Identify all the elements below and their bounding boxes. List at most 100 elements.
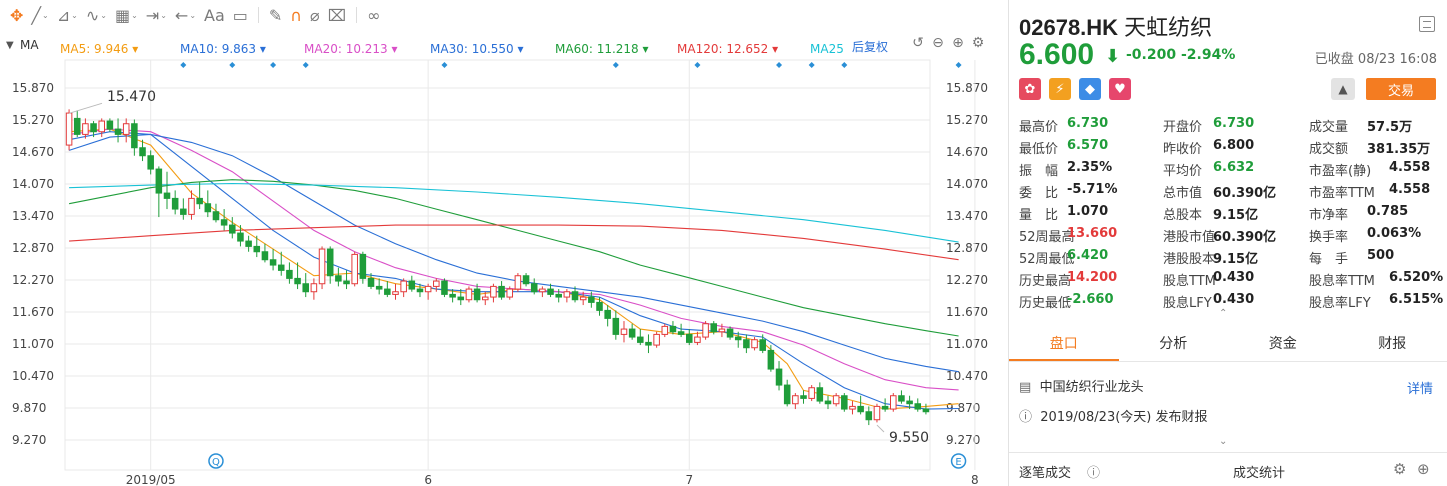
arrow-tool-icon: ← (174, 5, 189, 25)
stat-label: 最高价 (1019, 120, 1059, 135)
stat-label: 历史最低 (1019, 296, 1072, 311)
trade-button[interactable]: 交易 (1366, 78, 1436, 100)
expand-info-icon[interactable]: ⌄ (1219, 436, 1228, 447)
ma-item-ma25[interactable]: MA25 (810, 42, 844, 56)
ma-item-ma30[interactable]: MA30: 10.550 ▾ (430, 42, 524, 56)
adjust-mode-toggle[interactable]: 后复权 (852, 40, 889, 54)
tab-capital[interactable]: 资金 (1268, 336, 1297, 352)
fib-tool-icon: ▦ (114, 5, 131, 25)
ma-item-ma5[interactable]: MA5: 9.946 ▾ (60, 42, 139, 56)
candle-body (106, 120, 114, 130)
candle-body (702, 323, 709, 338)
stat-label: 振 幅 (1019, 164, 1059, 179)
pencil-icon: ✎ (268, 5, 283, 25)
lightning-icon[interactable]: ⚡ (1049, 78, 1071, 100)
tab-orderbook[interactable]: 盘口 (1009, 328, 1119, 361)
signal-marker (302, 62, 309, 68)
line-tool-button[interactable]: ╱ ⌄ (27, 0, 52, 30)
candle-body (539, 288, 546, 293)
dropdown-caret-icon: ⌄ (42, 10, 49, 20)
stat-value: 6.515% (1389, 292, 1444, 307)
candle-body (65, 112, 73, 146)
candle-body (898, 395, 905, 402)
candle-body (375, 285, 383, 290)
x-tick-label: 2019/05 (126, 473, 176, 486)
trash-button[interactable]: ⌧ (324, 0, 350, 30)
ma-item-ma60[interactable]: MA60: 11.218 ▾ (555, 42, 649, 56)
text-tool-button[interactable]: Aa (200, 0, 229, 30)
stat-label: 总市值 (1163, 186, 1203, 201)
tag-icon[interactable]: ◆ (1079, 78, 1101, 100)
candle-body (498, 285, 505, 298)
zoom-out-icon[interactable]: ⊖ (932, 35, 944, 51)
crosshair-button[interactable]: ✥ (6, 0, 27, 30)
tick-trades-tab[interactable]: 逐笔成交 (1019, 466, 1072, 481)
stat-value: 6.520% (1389, 270, 1444, 285)
stat-label: 平均价 (1163, 164, 1203, 179)
arrow-tool-button[interactable]: ← ⌄ (171, 0, 200, 30)
x-tick-label: 6 (424, 473, 432, 486)
ma-item-ma120[interactable]: MA120: 12.652 ▾ (677, 42, 779, 56)
candle-body (865, 411, 873, 421)
channel-tool-icon: ⊿ (56, 5, 71, 25)
trade-stats-tab[interactable]: 成交统计 (1233, 466, 1286, 481)
candle-body (286, 269, 293, 279)
ma-collapse-icon[interactable]: ▼ (6, 40, 14, 51)
settings-gear-icon[interactable]: ⚙ (971, 35, 985, 51)
candle-body (465, 288, 473, 301)
panel-divider (1008, 0, 1009, 486)
detail-link[interactable]: 详情 (1406, 382, 1433, 397)
candle-body (408, 280, 416, 290)
candle-body (824, 400, 832, 405)
magnet-button[interactable]: ∩ (286, 0, 306, 30)
candle-body (310, 283, 318, 293)
candle-body (351, 253, 358, 285)
hk-flag-icon[interactable]: ✿ (1019, 78, 1041, 100)
y-tick-label-right: 9.270 (946, 433, 980, 447)
stat-label: 昨收价 (1163, 142, 1203, 157)
trash-icon: ⌧ (327, 5, 347, 25)
channel-tool-button[interactable]: ⊿ ⌄ (53, 0, 82, 30)
candle-body (743, 339, 750, 349)
candle-body (384, 288, 391, 295)
ma-label[interactable]: MA (20, 38, 39, 52)
stat-label: 最低价 (1019, 142, 1059, 157)
undo-icon[interactable]: ↺ (912, 35, 924, 51)
stat-value: 2.35% (1067, 160, 1113, 175)
hide-drawings-button[interactable]: ⌀ (306, 0, 324, 30)
kline-chart[interactable]: 15.870 15.870 15.270 15.270 14.670 14.670 14.0… (0, 58, 1008, 486)
settings-icon[interactable]: ⚙ (1393, 460, 1407, 478)
help-icon[interactable]: ⓘ (1087, 466, 1101, 481)
candle-body (367, 277, 375, 287)
candle-body (335, 275, 342, 282)
collapse-stats-icon[interactable]: ⌃ (1219, 308, 1228, 319)
bottom-bar: 逐笔成交 ⓘ 成交统计 ⚙ ⊕ (1009, 452, 1447, 486)
panel-menu-icon[interactable] (1419, 16, 1435, 32)
stats-row: 52周最高 13.660 港股市值 60.390亿 换手率 0.063% (1009, 223, 1447, 245)
tab-financials[interactable]: 财报 (1378, 336, 1407, 352)
y-tick-label-right: 11.070 (946, 337, 988, 351)
alert-bell-icon[interactable]: ▲ (1331, 78, 1355, 100)
stat-value: 6.730 (1067, 116, 1109, 131)
high-annotation-leader (68, 102, 103, 114)
ma-item-ma10[interactable]: MA10: 9.863 ▾ (180, 42, 266, 56)
heart-icon[interactable]: ♥ (1109, 78, 1131, 100)
candle-body (400, 280, 407, 293)
wave-tool-button[interactable]: ∿ ⌄ (82, 0, 111, 30)
tab-analysis[interactable]: 分析 (1159, 336, 1188, 352)
expand-icon[interactable]: ⊕ (1417, 460, 1430, 478)
candle-body (759, 339, 766, 351)
stat-label: 换手率 (1309, 230, 1349, 245)
stat-value: 13.660 (1067, 226, 1118, 241)
range-tool-button[interactable]: ⇥ ⌄ (142, 0, 171, 30)
link-button[interactable]: ∞ (363, 0, 384, 30)
stat-value: 6.420 (1067, 248, 1109, 263)
ma-line-ma120 (69, 224, 959, 261)
fib-tool-button[interactable]: ▦ ⌄ (111, 0, 142, 30)
pencil-button[interactable]: ✎ (265, 0, 286, 30)
dropdown-caret-icon: ⌄ (131, 10, 138, 20)
ma-item-ma20[interactable]: MA20: 10.213 ▾ (304, 42, 398, 56)
zoom-in-icon[interactable]: ⊕ (952, 35, 964, 51)
comment-tool-button[interactable]: ▭ (229, 0, 252, 30)
y-tick-label-right: 15.870 (946, 81, 988, 95)
